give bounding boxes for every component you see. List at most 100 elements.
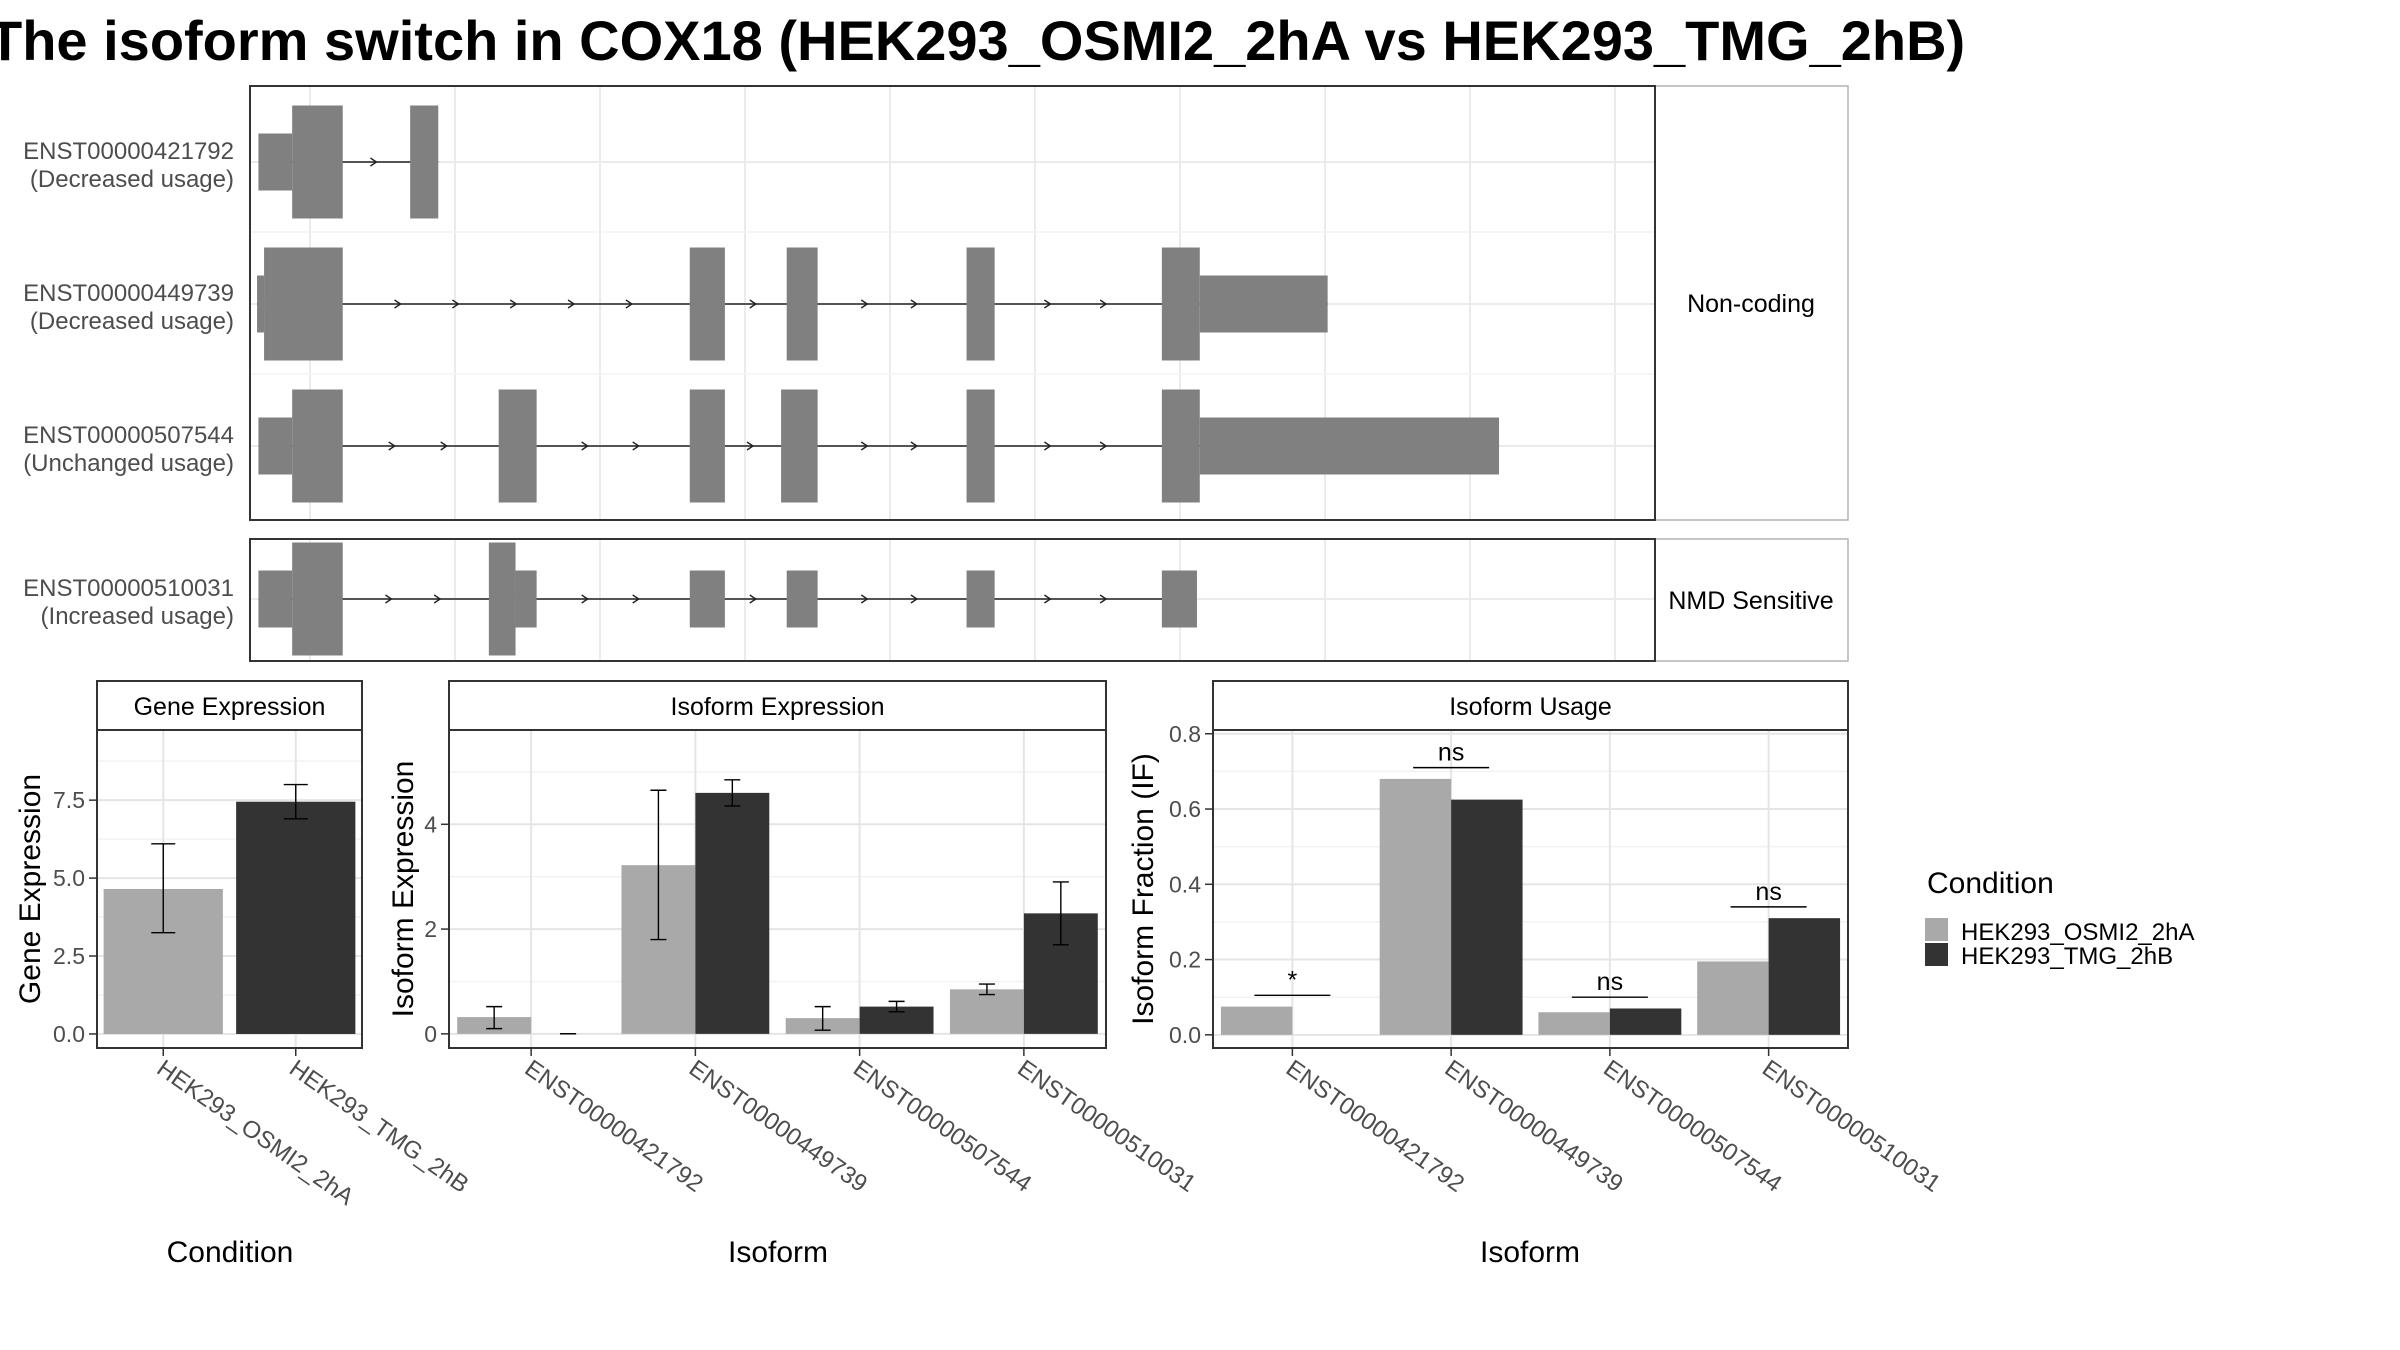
y-axis-title: Isoform Expression (387, 761, 420, 1018)
bar (1379, 778, 1452, 1035)
bar (695, 792, 770, 1034)
intron-arrow (1099, 299, 1108, 309)
bar (1538, 1012, 1610, 1035)
y-tick-label: 4 (424, 811, 437, 837)
utr-exon (786, 570, 818, 628)
y-tick-label: 0.4 (1169, 871, 1201, 897)
transcript-id-label: ENST00000510031 (23, 575, 234, 602)
utr-exon (1161, 570, 1197, 628)
intron-arrow (370, 157, 378, 167)
coding-exon (1161, 247, 1200, 361)
facet-strip (1654, 538, 1849, 662)
transcript-usage-label: (Unchanged usage) (23, 450, 234, 477)
intron-arrow (433, 594, 442, 604)
coding-exon (781, 389, 818, 503)
transcript-id-label: ENST00000507544 (23, 422, 234, 449)
facet-strip (96, 680, 363, 731)
significance-label: ns (1755, 878, 1781, 906)
bar (236, 801, 356, 1034)
intron-arrow (910, 594, 919, 604)
intron-arrow (625, 299, 634, 309)
coding-exon (498, 389, 537, 503)
bar (1697, 961, 1769, 1035)
intron-arrow (385, 594, 393, 604)
significance-label: * (1288, 966, 1298, 994)
x-tick-label: ENST00000507544 (848, 1055, 1036, 1198)
bar (1768, 918, 1841, 1035)
x-axis-title: Isoform (1480, 1236, 1580, 1269)
coding-exon (292, 542, 343, 656)
y-axis-title: Gene Expression (14, 774, 47, 1004)
intron-arrow (1099, 441, 1108, 451)
legend: Condition HEK293_OSMI2_2hA HEK293_TMG_2h… (1925, 867, 2194, 970)
bar (1451, 799, 1523, 1035)
panel-title: Isoform Expression (671, 693, 885, 721)
intron-arrow (1043, 441, 1052, 451)
coding-exon (488, 542, 516, 656)
legend-label-osmi2: HEK293_OSMI2_2hA (1961, 919, 2194, 946)
utr-exon (258, 570, 293, 628)
bar (1609, 1008, 1682, 1035)
intron-arrow (860, 299, 869, 309)
utr-exon (1199, 275, 1328, 333)
intron-arrow (910, 441, 919, 451)
intron-arrow (860, 594, 869, 604)
utr-exon (1199, 417, 1500, 475)
facet-strip-label: Non-coding (1687, 290, 1815, 318)
intron-arrow (749, 594, 758, 604)
utr-exon (689, 570, 725, 628)
coding-exon (1161, 389, 1200, 503)
intron-arrow (1099, 594, 1108, 604)
coding-exon (966, 389, 995, 503)
panel-title: Isoform Usage (1449, 693, 1612, 721)
intron-arrow (1043, 594, 1052, 604)
intron-arrow (1043, 299, 1052, 309)
y-tick-label: 0.2 (1169, 947, 1201, 973)
intron-arrow (910, 299, 919, 309)
significance-label: ns (1597, 968, 1623, 996)
utr-exon (258, 133, 293, 191)
y-tick-label: 0.0 (53, 1021, 85, 1047)
coding-exon (966, 247, 995, 361)
intron-arrow (394, 299, 402, 309)
figure-title: The isoform switch in COX18 (HEK293_OSMI… (0, 9, 1965, 72)
x-axis-title: Condition (167, 1236, 294, 1269)
intron-arrow (388, 441, 396, 451)
utr-exon (257, 275, 265, 333)
transcript-usage-label: (Decreased usage) (30, 308, 234, 335)
coding-exon (786, 247, 818, 361)
x-tick-label: ENST00000510031 (1012, 1055, 1200, 1198)
y-tick-label: 5.0 (53, 865, 85, 891)
y-axis-title: Isoform Fraction (IF) (1127, 753, 1160, 1025)
coding-exon (292, 105, 343, 219)
x-axis-title: Isoform (728, 1236, 828, 1269)
y-tick-label: 0 (424, 1021, 437, 1047)
legend-swatch-osmi2 (1925, 918, 1948, 941)
bar (1220, 1006, 1293, 1035)
intron-arrow (581, 594, 589, 604)
transcript-id-label: ENST00000449739 (23, 280, 234, 307)
legend-title: Condition (1927, 867, 2054, 900)
y-tick-label: 7.5 (53, 787, 85, 813)
intron-arrow (860, 441, 869, 451)
structure-panel-border (249, 85, 1656, 521)
facet-strip (1654, 85, 1849, 521)
utr-exon (966, 570, 995, 628)
utr-exon (258, 417, 293, 475)
panel-title: Gene Expression (134, 693, 326, 721)
transcript-usage-label: (Increased usage) (41, 603, 234, 630)
intron-arrow (746, 441, 755, 451)
bar-charts: Gene Expression0.02.55.07.5HEK293_OSMI2_… (14, 680, 1945, 1269)
x-tick-label: ENST00000421792 (520, 1055, 708, 1198)
facet-strip (448, 680, 1107, 731)
intron-arrow (509, 299, 518, 309)
facet-strip-label: NMD Sensitive (1668, 587, 1833, 615)
transcript-id-label: ENST00000421792 (23, 138, 234, 165)
bar (949, 989, 1024, 1034)
coding-exon (264, 247, 343, 361)
facet-strip (1212, 680, 1849, 731)
coding-exon (689, 389, 725, 503)
transcript-usage-label: (Decreased usage) (30, 166, 234, 193)
intron-arrow (749, 299, 758, 309)
